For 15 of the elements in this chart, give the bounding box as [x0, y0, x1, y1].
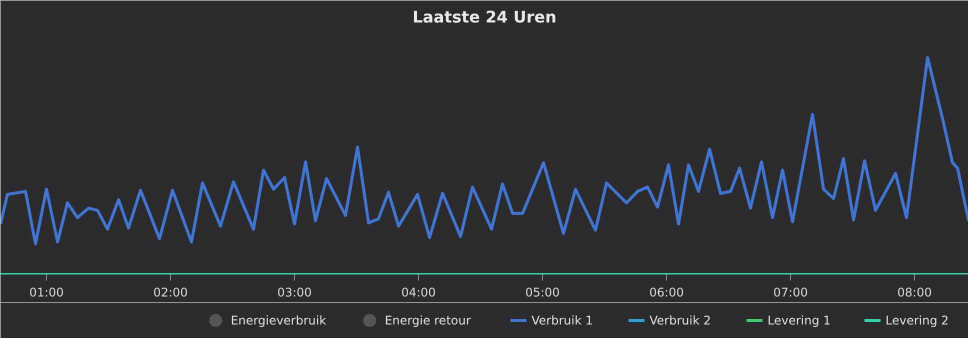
legend-label: Levering 2 [886, 314, 949, 328]
legend-label: Energieverbruik [230, 314, 326, 328]
legend-label: Levering 1 [768, 314, 831, 328]
legend-label: Verbruik 2 [650, 314, 711, 328]
x-tick-label: 01:00 [29, 286, 64, 300]
x-tick-label: 03:00 [277, 286, 312, 300]
legend-label: Energie retour [384, 314, 471, 328]
x-tick-label: 02:00 [153, 286, 188, 300]
x-tick-label: 07:00 [773, 286, 808, 300]
chart-title: Laatste 24 Uren [412, 8, 557, 26]
x-tick-label: 08:00 [897, 286, 932, 300]
x-tick-label: 06:00 [649, 286, 684, 300]
x-tick-label: 04:00 [401, 286, 436, 300]
x-tick-label: 05:00 [525, 286, 560, 300]
legend-label: Verbruik 1 [532, 314, 593, 328]
